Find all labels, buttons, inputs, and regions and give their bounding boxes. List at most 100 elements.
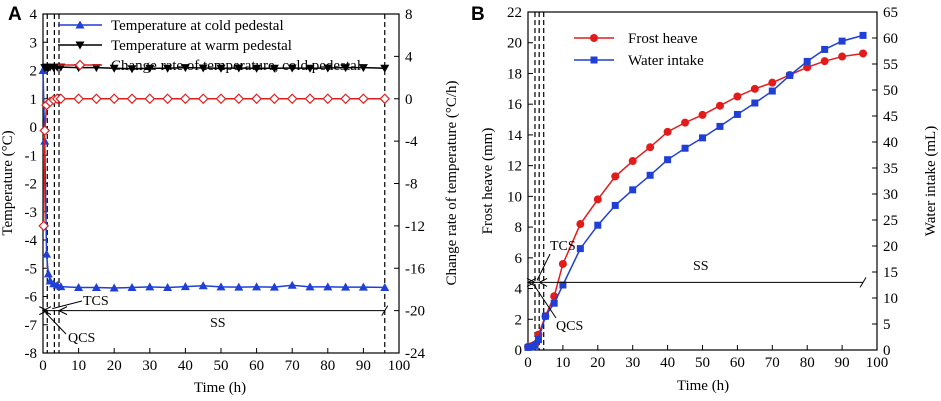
panel-b-xlabel: Time (h) bbox=[677, 378, 729, 394]
data-point-temperature-at-cold-pedestal bbox=[234, 282, 244, 291]
qcs-arrow-right bbox=[39, 306, 49, 316]
y-tick-label: 6 bbox=[515, 251, 523, 267]
data-point-water-intake bbox=[716, 122, 724, 130]
data-point-temperature-at-cold-pedestal bbox=[323, 282, 333, 291]
y-tick-label: 12 bbox=[507, 159, 522, 175]
data-point-temperature-at-cold-pedestal bbox=[38, 66, 48, 74]
data-point-temperature-at-cold-pedestal bbox=[56, 282, 66, 291]
x-tick-label: 50 bbox=[214, 358, 229, 374]
y2-tick-label: 55 bbox=[883, 57, 898, 73]
x-tick-label: 30 bbox=[625, 355, 640, 371]
data-point-water-intake bbox=[699, 134, 706, 142]
data-point-water-intake bbox=[768, 87, 776, 95]
data-point-frost-heave bbox=[859, 49, 868, 58]
panel-b-tcs-label: TCS bbox=[550, 239, 576, 254]
y2-tick-label: -24 bbox=[405, 346, 425, 362]
legend-marker-water-intake bbox=[590, 56, 598, 64]
data-point-change-rate-of-temperature-cold-pedestal bbox=[358, 93, 369, 105]
data-point-temperature-at-cold-pedestal bbox=[198, 281, 208, 290]
data-point-temperature-at-warm-pedestal bbox=[109, 64, 119, 73]
y2-tick-label: 60 bbox=[883, 31, 898, 47]
data-point-frost-heave bbox=[820, 57, 829, 66]
data-point-temperature-at-warm-pedestal bbox=[380, 64, 390, 73]
panel-b-y2label: Water intake (mL) bbox=[923, 126, 939, 236]
y2-tick-label: 20 bbox=[883, 239, 898, 255]
y-tick-label: 22 bbox=[507, 5, 522, 21]
x-tick-label: 70 bbox=[765, 355, 780, 371]
qcs-pointer bbox=[533, 284, 557, 319]
panel-a-xlabel: Time (h) bbox=[194, 380, 246, 396]
data-point-temperature-at-warm-pedestal bbox=[216, 64, 226, 73]
y2-tick-label: -20 bbox=[405, 304, 425, 320]
y-tick-label: -4 bbox=[25, 233, 38, 249]
y-tick-label: 4 bbox=[515, 282, 523, 298]
y2-tick-label: 10 bbox=[883, 291, 898, 307]
x-tick-label: 60 bbox=[730, 355, 745, 371]
data-point-water-intake bbox=[821, 45, 829, 53]
data-point-change-rate-of-temperature-cold-pedestal bbox=[269, 93, 280, 105]
x-tick-label: 30 bbox=[142, 358, 157, 374]
data-point-frost-heave bbox=[663, 127, 672, 136]
data-point-temperature-at-warm-pedestal bbox=[323, 64, 333, 73]
legend-marker-change-rate-of-temperature-cold-pedestal bbox=[74, 59, 86, 71]
y-tick-label: 0 bbox=[30, 120, 38, 136]
y2-tick-label: 25 bbox=[883, 213, 898, 229]
x-tick-label: 100 bbox=[866, 355, 889, 371]
data-point-frost-heave bbox=[715, 101, 724, 110]
data-point-temperature-at-warm-pedestal bbox=[145, 64, 155, 73]
data-point-water-intake bbox=[646, 171, 654, 179]
data-point-change-rate-of-temperature-cold-pedestal bbox=[73, 93, 84, 105]
ss-end-mark bbox=[381, 305, 389, 316]
x-tick-label: 20 bbox=[590, 355, 605, 371]
qcs-arrow-right bbox=[526, 277, 537, 287]
data-point-temperature-at-warm-pedestal bbox=[198, 64, 208, 73]
data-point-water-intake bbox=[559, 281, 567, 289]
data-point-temperature-at-warm-pedestal bbox=[91, 64, 101, 73]
data-point-temperature-at-cold-pedestal bbox=[380, 282, 390, 291]
data-point-change-rate-of-temperature-cold-pedestal bbox=[39, 125, 51, 136]
y-tick-label: 2 bbox=[30, 64, 38, 80]
y-tick-label: -2 bbox=[25, 177, 38, 193]
x-tick-label: 70 bbox=[285, 358, 300, 374]
data-point-temperature-at-cold-pedestal bbox=[109, 283, 119, 292]
y-tick-label: 14 bbox=[507, 128, 523, 144]
data-point-temperature-at-cold-pedestal bbox=[358, 282, 368, 291]
y-tick-label: 0 bbox=[515, 343, 523, 359]
legend-label-cold-pedestal: Temperature at cold pedestal bbox=[111, 18, 284, 34]
y2-tick-label: -4 bbox=[405, 134, 418, 150]
data-point-change-rate-of-temperature-cold-pedestal bbox=[304, 93, 316, 105]
x-tick-label: 50 bbox=[695, 355, 710, 371]
data-point-temperature-at-warm-pedestal bbox=[180, 64, 190, 73]
panel-a: A Time (h) Temperature (°C) Change rate … bbox=[0, 4, 460, 396]
data-point-change-rate-of-temperature-cold-pedestal bbox=[126, 93, 138, 105]
qcs-pointer bbox=[45, 312, 67, 335]
y-tick-label: 2 bbox=[515, 312, 523, 328]
panel-a-tcs-label: TCS bbox=[83, 294, 109, 309]
y-tick-label: 18 bbox=[507, 66, 522, 82]
data-point-temperature-at-warm-pedestal bbox=[127, 65, 137, 74]
panel-a-y2label: Change rate of temperature (°C/h) bbox=[444, 80, 460, 285]
data-point-temperature-at-cold-pedestal bbox=[252, 282, 262, 291]
tcs-arrow-left bbox=[41, 306, 52, 316]
y2-tick-label: 15 bbox=[883, 265, 898, 281]
data-point-frost-heave bbox=[576, 220, 585, 229]
data-point-water-intake bbox=[681, 144, 689, 152]
data-point-change-rate-of-temperature-cold-pedestal bbox=[286, 93, 298, 105]
y2-tick-label: 4 bbox=[405, 49, 413, 65]
data-point-water-intake bbox=[786, 71, 794, 79]
y-tick-label: -8 bbox=[25, 346, 38, 362]
series-line-water-intake bbox=[527, 34, 864, 349]
data-point-change-rate-of-temperature-cold-pedestal bbox=[322, 93, 334, 105]
series-line-temperature-at-cold-pedestal bbox=[42, 70, 385, 289]
y-tick-label: 10 bbox=[507, 189, 522, 205]
panel-a-ss-label: SS bbox=[210, 316, 226, 331]
x-tick-label: 10 bbox=[555, 355, 570, 371]
data-point-water-intake bbox=[594, 221, 602, 229]
legend-label-warm-pedestal: Temperature at warm pedestal bbox=[111, 38, 292, 54]
data-point-change-rate-of-temperature-cold-pedestal bbox=[215, 93, 227, 105]
data-point-change-rate-of-temperature-cold-pedestal bbox=[38, 220, 50, 232]
data-point-frost-heave bbox=[558, 259, 567, 268]
data-point-frost-heave bbox=[803, 63, 812, 72]
data-point-frost-heave bbox=[750, 84, 759, 93]
